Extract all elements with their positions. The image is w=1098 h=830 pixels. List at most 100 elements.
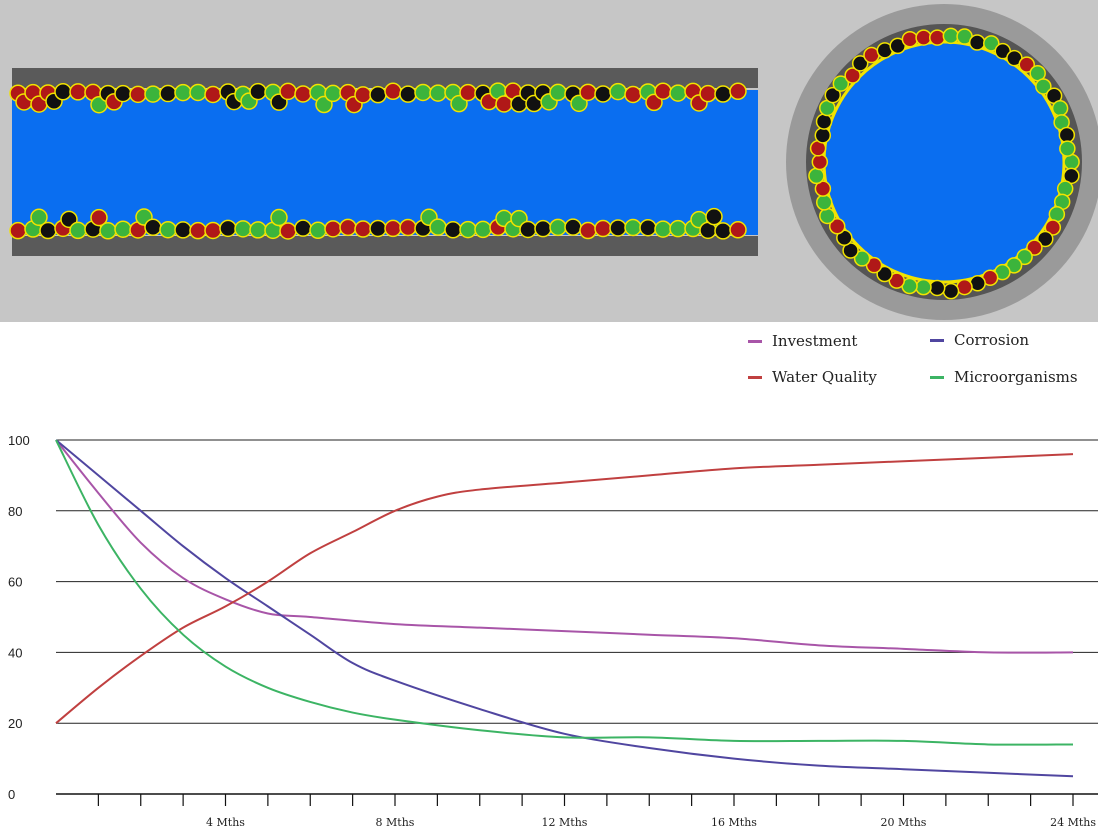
legend-item-corrosion: Corrosion (930, 331, 1029, 349)
deposit-particle (714, 222, 732, 240)
deposit-particle (1016, 248, 1033, 266)
deposit-particle (824, 86, 842, 104)
legend: Investment Corrosion Water Quality Micro… (0, 322, 1098, 402)
deposit-particle (956, 278, 973, 296)
legend-label-corrosion: Corrosion (954, 331, 1030, 349)
deposit-particle (174, 221, 192, 239)
deposit-particle (54, 83, 72, 101)
deposit-particle (928, 279, 946, 297)
pipe-illustration (0, 0, 1098, 322)
deposit-particle (249, 221, 267, 239)
deposit-particle (159, 220, 177, 239)
deposit-particle (189, 83, 207, 102)
deposit-particle (1035, 78, 1052, 95)
deposit-particle (609, 82, 627, 101)
deposit-particle (1018, 56, 1035, 73)
deposit-particle (294, 219, 312, 237)
y-tick-label: 0 (8, 787, 15, 802)
deposit-particle (174, 83, 192, 102)
x-tick-label: 16 Mths (711, 816, 757, 829)
deposit-particle (384, 219, 402, 238)
deposit-particle (129, 85, 147, 104)
deposit-particle (594, 219, 612, 238)
deposit-particle (429, 84, 447, 102)
deposit-particle (189, 221, 207, 240)
deposit-particle (564, 218, 582, 236)
legend-item-water-quality: Water Quality (748, 368, 877, 386)
deposit-particle (639, 218, 657, 237)
deposit-particle (579, 83, 597, 102)
deposit-particle (354, 220, 372, 238)
deposit-particle (99, 222, 117, 240)
deposit-particle (324, 84, 342, 103)
deposit-particle (1044, 219, 1062, 236)
x-tick-label: 20 Mths (881, 816, 927, 829)
deposit-particle (609, 219, 627, 237)
deposit-particle (399, 85, 417, 103)
deposit-particle (414, 83, 432, 102)
deposit-particle (814, 127, 832, 144)
deposit-particle (279, 82, 297, 101)
deposit-particle (1036, 230, 1054, 248)
deposit-particle (901, 30, 919, 48)
x-tick-label: 12 Mths (542, 816, 588, 829)
deposit-particle (219, 219, 237, 238)
deposit-particle (699, 84, 717, 103)
deposit-particle (354, 86, 372, 104)
deposit-particle (669, 84, 687, 102)
deposit-particle (942, 282, 960, 300)
deposit-particle (594, 85, 612, 103)
grid-lines (56, 439, 1098, 724)
deposit-particle (853, 250, 871, 267)
series-line-water-quality (55, 453, 1074, 724)
deposit-particle (279, 222, 297, 240)
deposit-particle (624, 85, 642, 104)
deposit-particle (399, 218, 417, 237)
deposit-particle (459, 83, 477, 102)
deposit-particle (1059, 140, 1076, 157)
x-axis-labels: 4 Mths 8 Mths 12 Mths 16 Mths 20 Mths 24 Mths (206, 816, 1096, 829)
deposit-particle (624, 218, 642, 237)
deposit-particle (549, 83, 567, 102)
y-tick-label: 100 (8, 433, 30, 448)
legend-item-investment: Investment (748, 332, 857, 350)
deposit-particle (369, 219, 387, 238)
deposit-particle (851, 55, 869, 72)
deposit-particle (968, 34, 986, 51)
x-tick-label: 8 Mths (376, 816, 415, 829)
deposit-particle (729, 221, 747, 239)
deposit-particle (929, 29, 946, 46)
legend-swatch-corrosion (930, 338, 944, 342)
deposit-particle (474, 220, 492, 239)
legend-label-microorganisms: Microorganisms (954, 368, 1078, 386)
y-tick-label: 40 (8, 645, 22, 660)
deposit-particle (69, 83, 87, 101)
deposit-particle (69, 221, 87, 240)
deposit-particle (90, 208, 108, 227)
deposits-ring (808, 27, 1080, 300)
deposit-particle (294, 85, 312, 103)
deposit-particle (114, 84, 132, 103)
pipe-wall-top (12, 68, 758, 88)
deposit-particle (814, 180, 832, 197)
deposit-particle (549, 218, 567, 237)
deposits-top (9, 82, 747, 114)
deposit-particle (9, 221, 27, 240)
deposit-particle (144, 85, 162, 103)
pipe-water-longitudinal (12, 90, 758, 235)
deposit-particle (144, 218, 162, 237)
deposit-particle (815, 194, 833, 211)
deposit-particle (159, 84, 177, 103)
deposit-particle (519, 220, 537, 239)
series-line-investment (55, 439, 1074, 654)
y-tick-label: 80 (8, 504, 22, 519)
deposit-particle (324, 220, 342, 238)
y-tick-label: 60 (8, 575, 22, 590)
legend-label-investment: Investment (772, 332, 858, 350)
legend-label-water-quality: Water Quality (772, 368, 877, 386)
deposit-particle (811, 153, 829, 171)
y-tick-label: 20 (8, 716, 22, 731)
y-axis-labels: 0 20 40 60 80 100 (8, 433, 30, 802)
series-line-microorganisms (55, 439, 1074, 746)
deposit-particle (942, 27, 960, 45)
